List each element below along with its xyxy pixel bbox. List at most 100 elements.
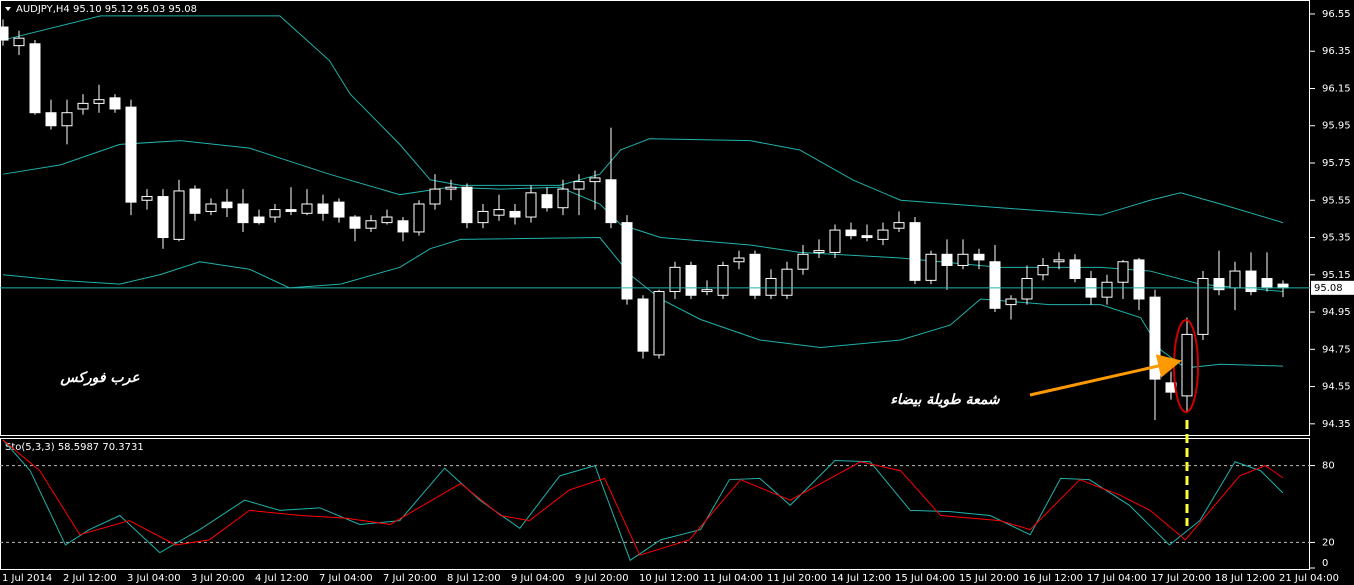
candle-body bbox=[333, 201, 345, 218]
candle-body bbox=[253, 216, 265, 224]
candle-body bbox=[429, 188, 441, 205]
y-tick-label: 96.55 bbox=[1322, 9, 1351, 20]
candle-body bbox=[77, 102, 89, 110]
x-tick-label: 17 Jul 20:00 bbox=[1151, 573, 1211, 584]
candle-body bbox=[669, 266, 681, 293]
candle-body bbox=[381, 216, 393, 224]
candle-body bbox=[829, 229, 841, 253]
y-tick-label: 95.95 bbox=[1322, 121, 1351, 132]
y-tick-label: 94.95 bbox=[1322, 307, 1351, 318]
candle-body bbox=[1117, 261, 1129, 283]
y-tick-label: 94.35 bbox=[1322, 419, 1351, 430]
x-tick-label: 3 Jul 20:00 bbox=[191, 573, 245, 584]
candle-body bbox=[717, 264, 729, 296]
bollinger-band bbox=[2, 140, 1284, 293]
candle-body bbox=[349, 216, 361, 229]
candle-body bbox=[45, 112, 57, 127]
candle-body bbox=[285, 209, 297, 212]
candle-body bbox=[1213, 278, 1225, 291]
x-tick-label: 10 Jul 12:00 bbox=[639, 573, 699, 584]
x-tick-label: 15 Jul 20:00 bbox=[959, 573, 1019, 584]
menu-triangle bbox=[5, 7, 11, 11]
x-tick-label: 21 Jul 04:00 bbox=[1279, 573, 1339, 584]
current-price-label: 95.08 bbox=[1314, 283, 1343, 294]
x-tick-label: 9 Jul 20:00 bbox=[575, 573, 629, 584]
candle-body bbox=[29, 43, 41, 114]
candle-body bbox=[861, 235, 873, 239]
x-tick-label: 9 Jul 04:00 bbox=[511, 573, 565, 584]
stochastic-line bbox=[2, 439, 1284, 562]
watermark-text: عرب فوركس bbox=[59, 370, 140, 386]
candle-body bbox=[765, 278, 777, 296]
x-tick-label: 7 Jul 20:00 bbox=[383, 573, 437, 584]
y-tick-label: 96.35 bbox=[1322, 46, 1351, 57]
annotation-text: شمعة طويلة بيضاء bbox=[890, 392, 1001, 408]
candle-body bbox=[1005, 298, 1017, 306]
annotation-arrow bbox=[1029, 354, 1182, 397]
x-tick-label: 8 Jul 12:00 bbox=[447, 573, 501, 584]
main-panel-frame bbox=[0, 0, 1310, 436]
candle-body bbox=[573, 181, 585, 190]
candle-body bbox=[733, 257, 745, 263]
y-tick-label: 95.35 bbox=[1322, 233, 1351, 244]
candle-body bbox=[1053, 259, 1065, 263]
candle-body bbox=[1261, 278, 1273, 289]
bollinger-band bbox=[2, 15, 1284, 224]
x-tick-label: 11 Jul 20:00 bbox=[767, 573, 827, 584]
y-tick-label: 0 bbox=[1322, 558, 1328, 569]
candle-body bbox=[973, 253, 985, 261]
y-tick-label: 95.55 bbox=[1322, 195, 1351, 206]
candle-body bbox=[621, 222, 633, 300]
candle-body bbox=[157, 196, 169, 239]
candle-body bbox=[1277, 283, 1289, 289]
candle-body bbox=[685, 264, 697, 296]
candle-body bbox=[221, 201, 233, 209]
candle-body bbox=[525, 192, 537, 218]
candle-body bbox=[1181, 333, 1193, 397]
y-tick-label: 94.55 bbox=[1322, 382, 1351, 393]
x-tick-label: 2 Jul 12:00 bbox=[63, 573, 117, 584]
y-tick-label: 20 bbox=[1322, 537, 1335, 548]
candle-body bbox=[797, 253, 809, 270]
candle-body bbox=[445, 186, 457, 190]
candle-body bbox=[237, 203, 249, 224]
candle-body bbox=[957, 253, 969, 266]
x-tick-label: 14 Jul 12:00 bbox=[831, 573, 891, 584]
y-tick-label: 96.15 bbox=[1322, 83, 1351, 94]
x-tick-label: 4 Jul 12:00 bbox=[255, 573, 309, 584]
candle-body bbox=[909, 222, 921, 281]
y-tick-label: 94.75 bbox=[1322, 344, 1351, 355]
x-tick-label: 18 Jul 12:00 bbox=[1215, 573, 1275, 584]
candle-body bbox=[749, 253, 761, 296]
candle-body bbox=[189, 188, 201, 214]
candle-body bbox=[989, 261, 1001, 309]
candle-body bbox=[61, 112, 73, 127]
chart-title: AUDJPY,H4 95.10 95.12 95.03 95.08 bbox=[16, 4, 197, 15]
candle-body bbox=[125, 106, 137, 203]
candle-body bbox=[701, 289, 713, 293]
candle-body bbox=[1133, 259, 1145, 300]
candle-body bbox=[205, 203, 217, 212]
candle-body bbox=[0, 26, 9, 41]
candle-body bbox=[1229, 270, 1241, 289]
candle-body bbox=[877, 229, 889, 240]
candle-body bbox=[1101, 281, 1113, 298]
candle-body bbox=[365, 220, 377, 229]
candle-body bbox=[397, 220, 409, 233]
x-tick-label: 1 Jul 2014 bbox=[2, 573, 52, 584]
x-tick-label: 17 Jul 04:00 bbox=[1087, 573, 1147, 584]
candle-body bbox=[509, 210, 521, 218]
x-tick-label: 15 Jul 04:00 bbox=[895, 573, 955, 584]
candle-body bbox=[173, 190, 185, 240]
candle-body bbox=[605, 179, 617, 224]
candle-body bbox=[1021, 278, 1033, 300]
candle-body bbox=[541, 194, 553, 209]
y-tick-label: 95.15 bbox=[1322, 270, 1351, 281]
candle-body bbox=[301, 203, 313, 214]
candle-body bbox=[461, 186, 473, 224]
candle-body bbox=[1037, 264, 1049, 276]
candle-body bbox=[781, 268, 793, 296]
candle-body bbox=[557, 188, 569, 209]
y-tick-label: 95.75 bbox=[1322, 158, 1351, 169]
